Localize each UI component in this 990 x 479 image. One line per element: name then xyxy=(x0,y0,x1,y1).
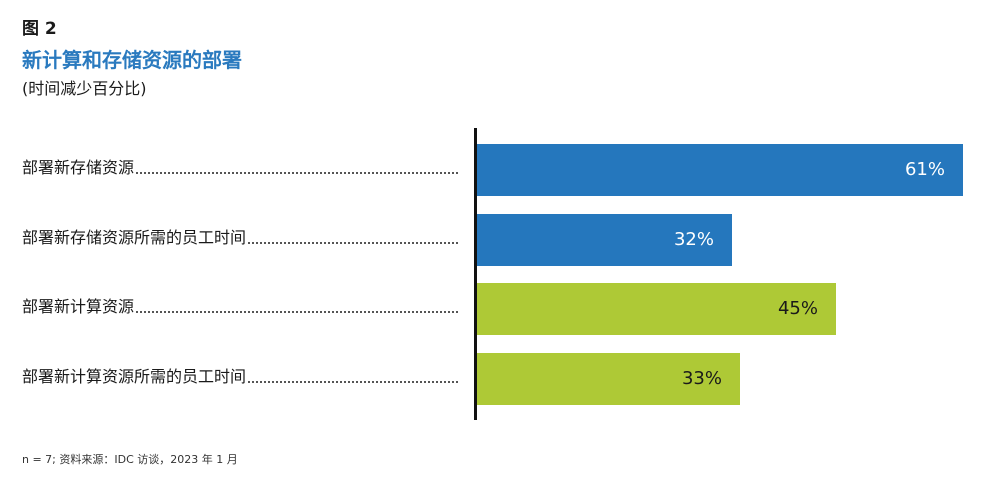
dot-leader xyxy=(248,241,458,244)
bar xyxy=(477,213,732,266)
bar-value-label: 45% xyxy=(777,298,818,319)
category-label: 部署新计算资源所需的员工时间 xyxy=(22,367,458,387)
category-label: 部署新存储资源所需的员工时间 xyxy=(22,228,458,248)
bar-value-label: 32% xyxy=(673,228,714,250)
figure-label: 图 2 xyxy=(22,19,57,39)
category-label-text: 部署新存储资源所需的员工时间 xyxy=(22,227,247,247)
dot-leader xyxy=(136,171,458,174)
chart-subtitle: (时间减少百分比) xyxy=(22,79,147,98)
y-axis-line xyxy=(474,128,477,420)
category-label-text: 部署新存储资源 xyxy=(22,158,135,177)
category-label-text: 部署新计算资源 xyxy=(22,297,135,316)
dot-leader xyxy=(136,310,458,313)
footnote: n = 7; 资料来源：IDC 访谈，2023 年 1 月 xyxy=(22,453,238,466)
category-label: 部署新存储资源 xyxy=(22,158,458,178)
category-label: 部署新计算资源 xyxy=(22,297,458,317)
dot-leader xyxy=(248,380,458,383)
bar xyxy=(477,352,740,405)
category-label-text: 部署新计算资源所需的员工时间 xyxy=(22,366,247,386)
chart-title: 新计算和存储资源的部署 xyxy=(22,48,242,72)
bar xyxy=(477,144,963,196)
bar xyxy=(477,283,836,335)
bar-value-label: 61% xyxy=(904,159,945,180)
bar-value-label: 33% xyxy=(681,367,722,389)
